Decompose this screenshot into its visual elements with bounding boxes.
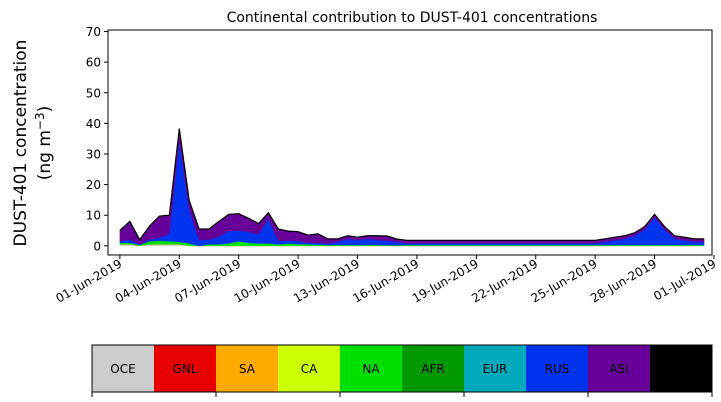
colorbar-label-eur: EUR bbox=[483, 362, 508, 376]
colorbar-frame bbox=[91, 344, 713, 393]
area-series-asi bbox=[119, 128, 705, 245]
y-tick-label: 70 bbox=[86, 25, 101, 39]
chart-title: Continental contribution to DUST-401 con… bbox=[227, 10, 598, 26]
colorbar-label-ca: CA bbox=[301, 362, 318, 376]
colorbar: OCE GNL SA CA NA AFR EUR RUS ASI AUS bbox=[91, 344, 713, 397]
colorbar-swatch-eur bbox=[464, 345, 527, 392]
colorbar-swatch-asi bbox=[588, 345, 651, 392]
total-outline bbox=[119, 128, 705, 241]
colorbar-label-aus: AUS bbox=[669, 362, 694, 376]
colorbar-label-afr: AFR bbox=[421, 362, 444, 376]
colorbar-label-rus: RUS bbox=[545, 362, 570, 376]
colorbar-swatch-gnl bbox=[154, 345, 217, 392]
plot-frame bbox=[107, 29, 713, 256]
colorbar-label-sa: SA bbox=[239, 362, 256, 376]
y-tick-label: 0 bbox=[93, 239, 101, 253]
y-tick-label: 20 bbox=[86, 178, 101, 192]
y-tick-label: 10 bbox=[86, 209, 101, 223]
colorbar-swatch-rus bbox=[526, 345, 589, 392]
colorbar-label-asi: ASI bbox=[609, 362, 628, 376]
x-tick-label: 13-Jun-2019 bbox=[291, 256, 362, 305]
y-tick-label: 30 bbox=[86, 147, 101, 161]
y-tick-label: 40 bbox=[86, 117, 101, 131]
x-tick-label: 16-Jun-2019 bbox=[350, 256, 421, 305]
colorbar-swatch-ca bbox=[278, 345, 341, 392]
x-tick-label: 04-Jun-2019 bbox=[113, 256, 184, 305]
x-tick-label: 28-Jun-2019 bbox=[588, 256, 659, 305]
plot-area bbox=[119, 128, 705, 247]
area-series-aus bbox=[119, 128, 705, 241]
colorbar-label-oce: OCE bbox=[110, 362, 135, 376]
x-tick-label: 10-Jun-2019 bbox=[232, 256, 303, 305]
axes: 0 10 20 30 40 50 60 70 01-Jun-201904-Jun-201907-… bbox=[53, 25, 718, 306]
colorbar-label-gnl: GNL bbox=[173, 362, 198, 376]
y-tick-label: 60 bbox=[86, 56, 101, 70]
colorbar-label-na: NA bbox=[362, 362, 380, 376]
y-axis-unit-label: (ng m−3) bbox=[33, 106, 55, 181]
colorbar-swatch-afr bbox=[402, 345, 465, 392]
x-tick-label: 01-Jun-2019 bbox=[53, 256, 124, 305]
x-tick-label: 22-Jun-2019 bbox=[469, 256, 540, 305]
y-axis-label: DUST-401 concentration bbox=[11, 40, 31, 247]
y-tick-label: 50 bbox=[86, 86, 101, 100]
x-tick-label: 01-Jul-2019 bbox=[651, 256, 718, 303]
colorbar-swatch-aus bbox=[650, 345, 713, 392]
colorbar-swatch-oce bbox=[92, 345, 155, 392]
colorbar-swatch-na bbox=[340, 345, 403, 392]
x-tick-label: 07-Jun-2019 bbox=[172, 256, 243, 305]
x-tick-label: 25-Jun-2019 bbox=[529, 256, 600, 305]
colorbar-swatch-sa bbox=[216, 345, 279, 392]
x-tick-label: 19-Jun-2019 bbox=[410, 256, 481, 305]
